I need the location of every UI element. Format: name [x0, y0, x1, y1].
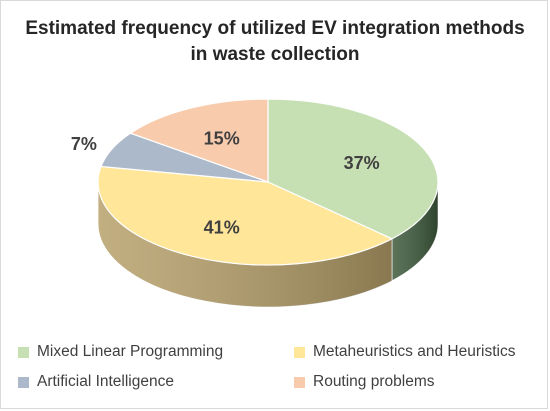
- legend-item-routing-problems: Routing problems: [294, 373, 544, 391]
- legend-label-metaheuristics-and-heuristics: Metaheuristics and Heuristics: [313, 343, 516, 360]
- legend-swatch-mixed-linear-programming: [18, 346, 29, 358]
- legend-item-mixed-linear-programming: Mixed Linear Programming: [18, 343, 294, 361]
- legend-label-artificial-intelligence: Artificial Intelligence: [37, 373, 174, 390]
- chart-legend: Mixed Linear Programming Metaheuristics …: [18, 343, 548, 391]
- data-label-mixed-linear-programming: 37%: [344, 153, 380, 173]
- legend-item-metaheuristics-and-heuristics: Metaheuristics and Heuristics: [294, 343, 544, 361]
- pie-labels: 37% 41% 7% 15%: [71, 129, 380, 238]
- chart-title-line-1: Estimated frequency of utilized EV integ…: [25, 18, 525, 39]
- pie-tops: [97, 98, 439, 266]
- data-label-metaheuristics-and-heuristics: 41%: [204, 217, 240, 237]
- pie-side-shade-metaheuristics-and-heuristics: [98, 182, 392, 307]
- pie-slice-mixed-linear-programming: [267, 98, 439, 240]
- legend-swatch-routing-problems: [294, 376, 305, 388]
- chart-title-line-2: in waste collection: [190, 44, 360, 65]
- legend-swatch-metaheuristics-and-heuristics: [294, 346, 305, 358]
- pie-chart: 37% 41% 7% 15%: [71, 98, 439, 308]
- pie-sides: [97, 181, 439, 308]
- pie-slice-metaheuristics-and-heuristics: [97, 165, 394, 266]
- data-label-routing-problems: 15%: [204, 129, 240, 149]
- legend-swatch-artificial-intelligence: [18, 376, 29, 388]
- legend-label-mixed-linear-programming: Mixed Linear Programming: [37, 343, 224, 360]
- data-label-artificial-intelligence: 7%: [71, 134, 97, 154]
- legend-label-routing-problems: Routing problems: [313, 373, 435, 390]
- pie-side-shade-mixed-linear-programming: [391, 182, 438, 281]
- legend-item-artificial-intelligence: Artificial Intelligence: [18, 373, 294, 391]
- chart-title: Estimated frequency of utilized EV integ…: [0, 16, 550, 68]
- pie-slice-routing-problems: [129, 98, 269, 183]
